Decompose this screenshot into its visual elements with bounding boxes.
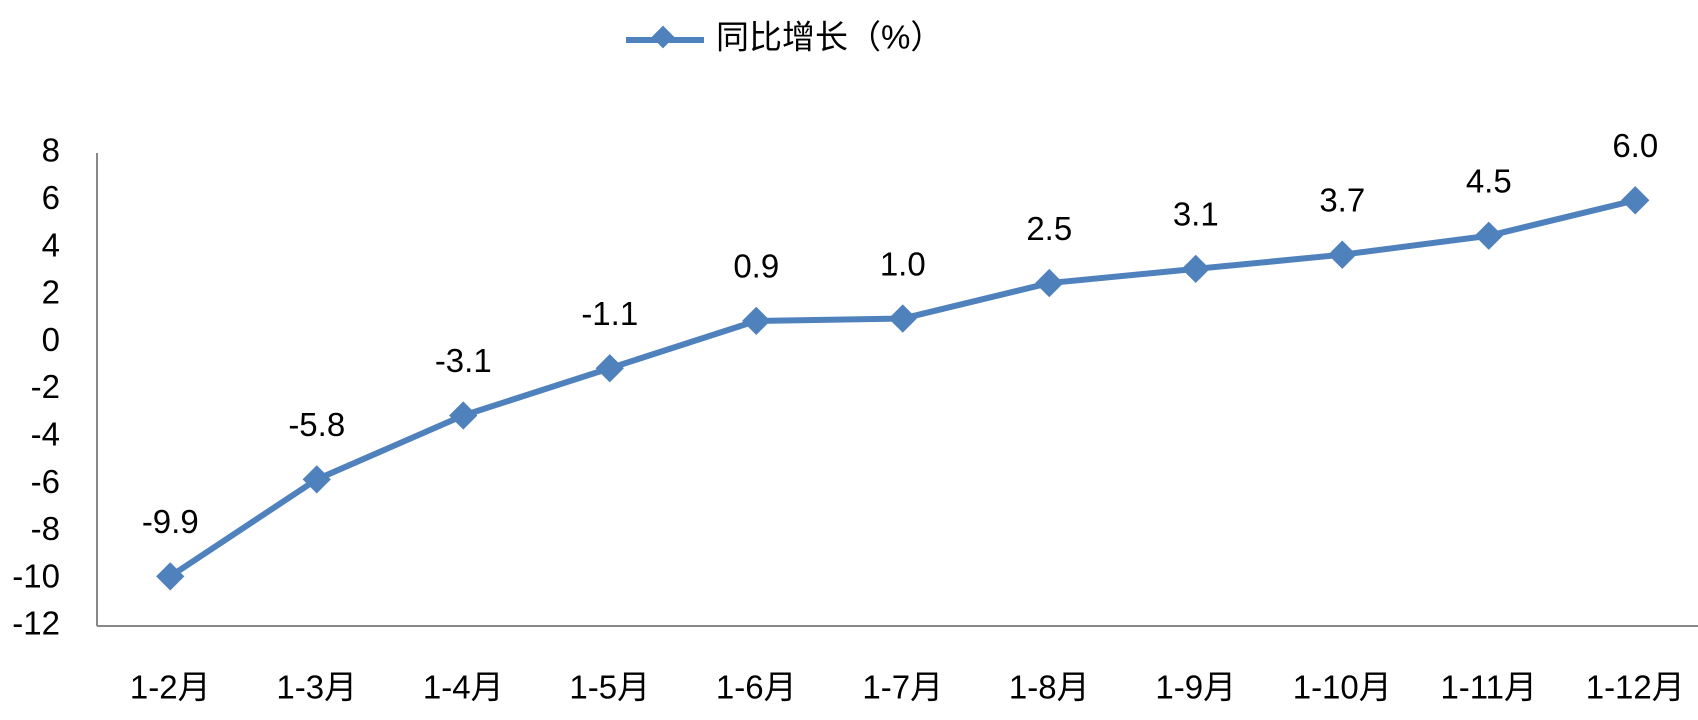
- legend-label: 同比增长（%）: [716, 19, 943, 56]
- value-label: -1.1: [581, 295, 638, 332]
- value-label: 6.0: [1612, 127, 1658, 164]
- point-marker: [1621, 186, 1650, 215]
- point-marker: [888, 304, 917, 333]
- point-marker: [742, 306, 771, 336]
- x-tick-label: 1-6月: [716, 669, 797, 706]
- value-label: 4.5: [1466, 162, 1512, 199]
- point-marker: [1328, 240, 1357, 269]
- value-label: 2.5: [1026, 210, 1072, 247]
- x-tick-label: 1-11月: [1440, 669, 1537, 706]
- y-tick-label: 8: [42, 132, 60, 169]
- value-label: -9.9: [142, 503, 199, 540]
- x-tick-label: 1-2月: [130, 669, 211, 706]
- value-label: -5.8: [288, 406, 345, 443]
- point-marker: [1181, 254, 1210, 284]
- y-tick-label: -6: [31, 463, 60, 500]
- legend-marker: [651, 25, 675, 49]
- value-label: -3.1: [435, 342, 492, 379]
- y-tick-label: -2: [31, 368, 60, 405]
- y-tick-label: 2: [42, 274, 60, 311]
- point-marker: [595, 354, 624, 383]
- point-marker: [156, 562, 185, 591]
- point-marker: [449, 401, 478, 430]
- y-tick-label: -4: [31, 416, 60, 453]
- x-tick-label: 1-9月: [1155, 669, 1236, 706]
- x-tick-label: 1-8月: [1009, 669, 1090, 706]
- y-tick-label: 6: [42, 179, 60, 216]
- x-tick-label: 1-10月: [1293, 669, 1392, 706]
- point-marker: [1474, 221, 1503, 250]
- point-marker: [302, 465, 331, 494]
- y-tick-label: -10: [12, 557, 60, 594]
- y-tick-label: 0: [42, 321, 60, 358]
- x-tick-label: 1-4月: [423, 669, 504, 706]
- y-tick-label: -8: [31, 510, 60, 547]
- value-label: 1.0: [880, 245, 926, 282]
- x-tick-label: 1-7月: [862, 669, 943, 706]
- value-label: 0.9: [733, 248, 779, 285]
- value-label: 3.1: [1173, 196, 1219, 233]
- value-label: 3.7: [1319, 181, 1365, 218]
- y-tick-label: 4: [42, 226, 60, 263]
- x-tick-label: 1-5月: [569, 669, 650, 706]
- x-tick-label: 1-12月: [1586, 669, 1685, 706]
- y-tick-label: -12: [12, 605, 60, 642]
- x-tick-label: 1-3月: [276, 669, 357, 706]
- point-marker: [1035, 268, 1064, 298]
